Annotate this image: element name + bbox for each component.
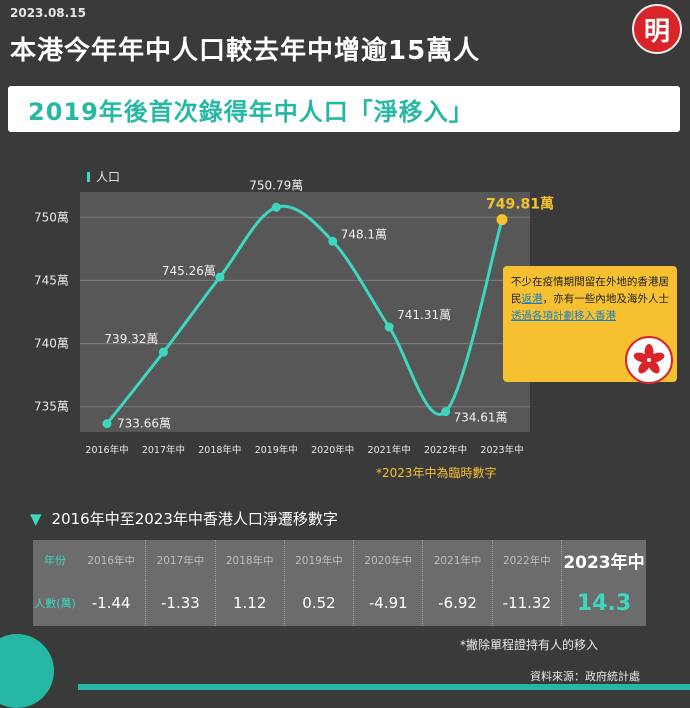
triangle-down-icon: ▼ bbox=[30, 510, 42, 528]
table-title-text: 2016年中至2023年中香港人口淨遷移數字 bbox=[51, 510, 338, 528]
series-line bbox=[105, 204, 504, 425]
data-point bbox=[158, 347, 168, 357]
y-tick-label: 750萬 bbox=[34, 210, 69, 224]
subheadline-text: 2019年後首次錄得年中人口「淨移入」 bbox=[28, 97, 474, 126]
population-line-chart: 735萬 740萬 745萬 750萬 2016年中 2017年中 2018年中 2019年中… bbox=[34, 178, 554, 456]
data-point bbox=[102, 419, 112, 429]
data-label: 749.81萬 bbox=[486, 196, 554, 213]
exclusion-footnote: *撇除單程證持有人的移入 bbox=[460, 638, 599, 652]
year-header-cell: 2019年中 bbox=[285, 540, 355, 580]
year-header-cell: 2016年中 bbox=[77, 540, 147, 580]
year-header-cell: 2017年中 bbox=[146, 540, 216, 580]
decorative-strip bbox=[78, 684, 690, 690]
y-tick-label: 745萬 bbox=[34, 273, 69, 287]
data-label: 739.32萬 bbox=[104, 332, 158, 346]
x-tick-label: 2016年中 bbox=[85, 444, 128, 456]
migration-value-cell: -1.33 bbox=[146, 580, 216, 626]
migration-value-cell: -6.92 bbox=[423, 580, 493, 626]
year-header-cell: 2021年中 bbox=[423, 540, 493, 580]
migration-value-cell: 1.12 bbox=[216, 580, 285, 626]
y-axis-label: 人口 bbox=[87, 168, 120, 185]
migration-value-cell: -1.44 bbox=[77, 580, 147, 626]
data-source: 資料來源：政府統計處 bbox=[530, 670, 640, 683]
net-migration-table: 年份 2016年中 2017年中 2018年中 2019年中 2020年中 2021年中 20… bbox=[33, 540, 646, 626]
migration-value-cell: -11.32 bbox=[493, 580, 562, 626]
annotation-highlight-2: 透過各項計劃移入香港 bbox=[511, 310, 616, 322]
migration-value-cell: -4.91 bbox=[354, 580, 424, 626]
x-tick-label: 2020年中 bbox=[311, 444, 354, 456]
data-label: 734.61萬 bbox=[454, 411, 508, 425]
decorative-circle bbox=[0, 634, 54, 708]
bauhinia-flower-icon bbox=[633, 344, 665, 374]
year-header-cell: 2023年中 bbox=[563, 552, 645, 573]
plot-area bbox=[80, 192, 530, 432]
data-point bbox=[496, 214, 508, 226]
annotation-text-1: 不少在疫情期間留在外地的香港居民 bbox=[511, 276, 669, 305]
year-header-cell: 2020年中 bbox=[354, 540, 424, 580]
data-point bbox=[441, 407, 451, 417]
data-point bbox=[384, 322, 394, 332]
migration-value-cell: 0.52 bbox=[285, 580, 355, 626]
migration-value-cell: 14.3 bbox=[576, 590, 632, 616]
data-label: 750.79萬 bbox=[249, 178, 303, 192]
row-header-label: 年份 bbox=[44, 553, 66, 567]
x-tick-label: 2017年中 bbox=[142, 444, 185, 456]
data-point bbox=[215, 272, 225, 282]
x-tick-label: 2021年中 bbox=[368, 444, 411, 456]
annotation-text-2: ，亦有一些內地及海外人士 bbox=[542, 293, 670, 305]
data-point bbox=[271, 202, 281, 212]
hk-bauhinia-icon bbox=[625, 336, 673, 384]
y-tick-label: 740萬 bbox=[34, 337, 69, 351]
x-tick-label: 2022年中 bbox=[424, 444, 467, 456]
subheadline: 2019年後首次錄得年中人口「淨移入」 bbox=[8, 86, 680, 132]
annotation-highlight-1: 返港 bbox=[521, 293, 543, 305]
headline: 本港今年年中人口較去年中增逾15萬人 bbox=[10, 36, 481, 66]
data-label: 748.1萬 bbox=[341, 227, 387, 241]
table-title: ▼ 2016年中至2023年中香港人口淨遷移數字 bbox=[30, 508, 338, 529]
provisional-footnote: *2023年中為臨時數字 bbox=[376, 466, 497, 480]
year-header-cell: 2018年中 bbox=[216, 540, 285, 580]
y-tick-label: 735萬 bbox=[34, 400, 69, 414]
x-tick-label: 2018年中 bbox=[198, 444, 241, 456]
data-label: 733.66萬 bbox=[117, 417, 171, 431]
row-value-label: 人數(萬) bbox=[34, 596, 76, 610]
newspaper-logo: 明 bbox=[632, 4, 682, 54]
x-tick-label: 2019年中 bbox=[255, 444, 298, 456]
data-label: 745.26萬 bbox=[162, 264, 216, 278]
data-point bbox=[328, 236, 338, 246]
x-tick-label: 2023年中 bbox=[480, 444, 523, 456]
year-header-cell: 2022年中 bbox=[493, 540, 562, 580]
date-label: 2023.08.15 bbox=[10, 6, 86, 20]
data-label: 741.31萬 bbox=[397, 308, 451, 322]
